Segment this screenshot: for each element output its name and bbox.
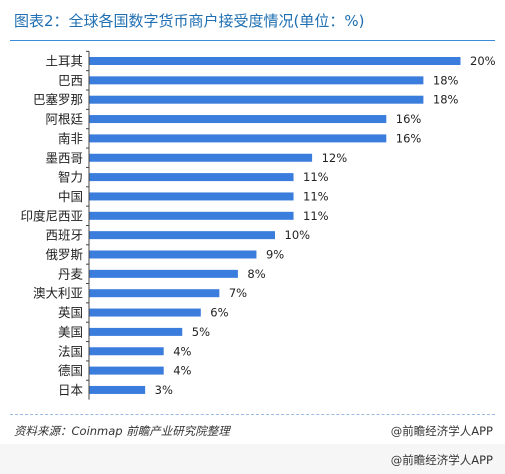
bar	[89, 250, 257, 259]
category-label: 美国	[58, 324, 83, 339]
category-label: 西班牙	[45, 228, 83, 243]
bar	[89, 134, 387, 143]
bar	[89, 327, 183, 336]
footer-credit-label: @前瞻经济学人APP	[390, 453, 493, 467]
value-label: 11%	[303, 189, 329, 203]
value-label: 4%	[173, 364, 191, 378]
category-label: 丹麦	[58, 266, 84, 281]
footer-background	[0, 444, 505, 474]
category-label: 智力	[58, 170, 83, 185]
category-label: 俄罗斯	[45, 247, 83, 262]
category-label: 土耳其	[45, 54, 83, 69]
category-label: 英国	[58, 305, 83, 320]
category-label: 日本	[58, 382, 84, 397]
bar	[89, 153, 313, 162]
bar	[89, 347, 164, 356]
category-label: 中国	[58, 189, 83, 204]
value-label: 20%	[470, 54, 496, 68]
chart-title: 图表2：全球各国数字货币商户接受度情况(单位：%)	[14, 12, 365, 30]
bar-chart: 土耳其 20% 巴西 18% 巴塞罗那 18% 阿根廷 16% 南非 16% 墨西哥 12% 智力 11%…	[20, 50, 496, 400]
value-label: 10%	[285, 228, 311, 242]
category-label: 澳大利亚	[33, 286, 83, 301]
bar	[89, 115, 387, 124]
value-label: 18%	[433, 93, 459, 107]
bar	[89, 289, 220, 298]
category-label: 巴塞罗那	[33, 92, 83, 107]
category-label: 墨西哥	[45, 150, 83, 165]
category-label: 德国	[58, 363, 83, 378]
category-label: 阿根廷	[45, 112, 83, 127]
bar	[89, 76, 424, 85]
bar	[89, 57, 461, 65]
value-label: 16%	[396, 131, 422, 145]
value-label: 11%	[303, 209, 329, 223]
source-divider	[10, 414, 495, 415]
value-label: 6%	[210, 306, 228, 320]
bar	[89, 385, 146, 394]
category-label: 南非	[58, 131, 83, 146]
value-label: 8%	[247, 267, 265, 281]
value-label: 16%	[396, 112, 422, 126]
credit-label: @前瞻经济学人APP	[390, 424, 493, 438]
value-label: 12%	[322, 151, 348, 165]
value-label: 5%	[192, 325, 210, 339]
value-label: 7%	[229, 286, 247, 300]
bar	[89, 192, 294, 201]
value-label: 4%	[173, 344, 191, 358]
title-divider	[10, 40, 495, 41]
bar	[89, 269, 238, 278]
bar	[89, 231, 275, 240]
bar	[89, 173, 294, 182]
bar	[89, 366, 164, 375]
bar	[89, 211, 294, 220]
value-label: 11%	[303, 170, 329, 184]
category-label: 法国	[58, 344, 83, 359]
category-label: 印度尼西亚	[20, 208, 83, 223]
category-label: 巴西	[58, 73, 83, 88]
value-label: 9%	[266, 248, 284, 262]
source-note: 资料来源：Coinmap 前瞻产业研究院整理	[14, 424, 230, 438]
bar	[89, 308, 201, 317]
bar	[89, 95, 424, 104]
value-label: 3%	[155, 383, 173, 397]
value-label: 18%	[433, 73, 459, 87]
